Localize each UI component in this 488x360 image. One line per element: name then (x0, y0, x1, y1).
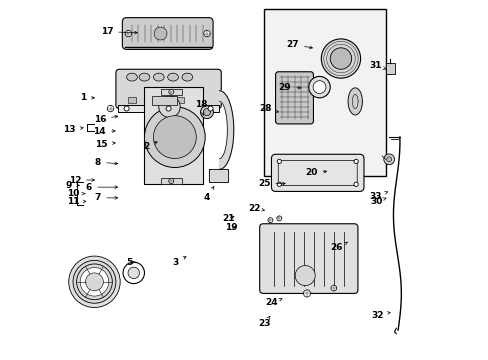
FancyBboxPatch shape (275, 72, 313, 124)
Text: 17: 17 (101, 27, 137, 36)
Bar (160, 89, 182, 95)
FancyBboxPatch shape (116, 69, 221, 109)
FancyBboxPatch shape (271, 154, 363, 192)
Circle shape (168, 89, 173, 94)
Circle shape (383, 154, 394, 165)
Circle shape (125, 30, 131, 37)
Circle shape (168, 179, 173, 184)
Ellipse shape (153, 73, 164, 81)
Circle shape (85, 273, 103, 291)
Bar (264, 9, 385, 176)
Text: 8: 8 (95, 158, 118, 167)
Circle shape (276, 216, 281, 221)
Circle shape (353, 182, 358, 186)
Text: 4: 4 (203, 186, 213, 202)
Circle shape (153, 116, 196, 158)
Text: 30: 30 (370, 197, 385, 206)
Text: 24: 24 (265, 298, 282, 307)
Polygon shape (347, 88, 362, 115)
Text: 33: 33 (369, 192, 387, 201)
Text: 29: 29 (278, 83, 300, 92)
Circle shape (124, 106, 129, 111)
Text: 11: 11 (67, 197, 86, 206)
FancyBboxPatch shape (122, 18, 213, 49)
Text: 6: 6 (86, 183, 118, 192)
Circle shape (330, 285, 336, 291)
Circle shape (353, 159, 358, 163)
Text: 7: 7 (95, 193, 118, 202)
Circle shape (166, 106, 171, 111)
Circle shape (277, 159, 281, 163)
Text: 2: 2 (143, 141, 157, 150)
Circle shape (128, 267, 139, 279)
Circle shape (303, 290, 310, 297)
Circle shape (154, 27, 166, 40)
Bar (127, 97, 136, 103)
Circle shape (386, 157, 391, 162)
Circle shape (203, 109, 210, 116)
Text: 19: 19 (224, 222, 237, 231)
Text: 9: 9 (65, 181, 79, 190)
Circle shape (312, 81, 325, 94)
Ellipse shape (167, 73, 178, 81)
Circle shape (159, 96, 180, 117)
Text: 23: 23 (258, 316, 270, 328)
Bar (151, 96, 176, 105)
Text: 21: 21 (222, 214, 234, 223)
Polygon shape (144, 87, 203, 184)
Circle shape (321, 39, 360, 78)
Circle shape (200, 106, 213, 118)
Circle shape (308, 76, 329, 98)
Bar (176, 97, 184, 103)
Text: 20: 20 (305, 168, 326, 177)
Circle shape (295, 266, 315, 285)
Text: 1: 1 (80, 93, 94, 102)
Text: 13: 13 (63, 126, 83, 135)
Text: 28: 28 (259, 104, 278, 113)
Circle shape (80, 267, 108, 296)
Text: 26: 26 (329, 242, 347, 252)
Ellipse shape (182, 73, 192, 81)
Circle shape (123, 262, 144, 284)
Circle shape (69, 256, 120, 307)
Text: 22: 22 (247, 204, 264, 213)
Bar (118, 105, 219, 112)
Circle shape (329, 48, 351, 69)
Text: 15: 15 (95, 140, 115, 149)
FancyBboxPatch shape (259, 224, 357, 293)
Text: 14: 14 (93, 127, 115, 136)
Text: 3: 3 (172, 257, 185, 267)
Text: 31: 31 (369, 61, 385, 70)
Text: 32: 32 (370, 311, 389, 320)
Text: 27: 27 (286, 40, 312, 49)
Bar (160, 178, 182, 184)
Text: 18: 18 (194, 100, 207, 115)
Circle shape (73, 260, 116, 303)
Circle shape (277, 182, 281, 186)
Circle shape (267, 218, 272, 223)
Text: 5: 5 (126, 258, 135, 267)
Ellipse shape (139, 73, 149, 81)
Circle shape (207, 106, 213, 111)
Bar (152, 97, 161, 103)
Text: 10: 10 (67, 189, 85, 198)
Ellipse shape (126, 73, 137, 81)
Polygon shape (208, 169, 228, 182)
Circle shape (107, 105, 114, 112)
Circle shape (203, 30, 210, 37)
Text: 12: 12 (68, 176, 94, 185)
Polygon shape (219, 91, 233, 169)
Text: 25: 25 (257, 179, 285, 188)
Bar (385, 63, 394, 74)
Text: 16: 16 (93, 115, 118, 124)
Circle shape (77, 264, 112, 300)
Circle shape (144, 107, 205, 167)
